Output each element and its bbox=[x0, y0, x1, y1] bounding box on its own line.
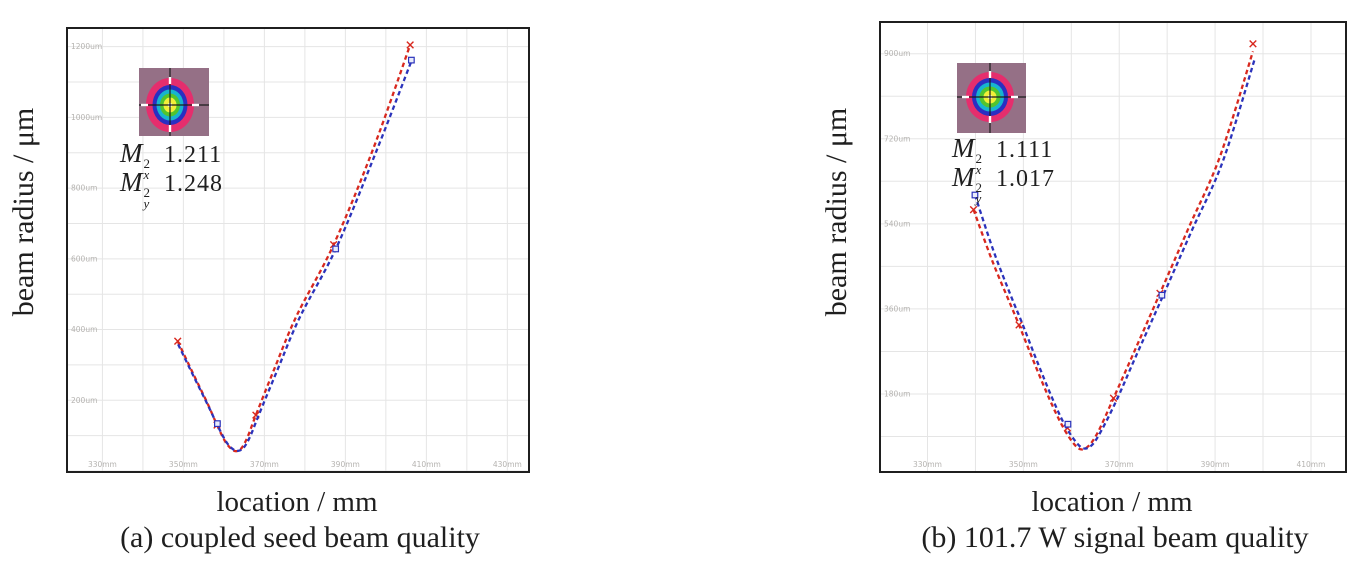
m2-subscript-y: y bbox=[975, 191, 982, 206]
m2-scripts: 2 x bbox=[143, 156, 151, 182]
m2-superscript: 2 bbox=[143, 156, 151, 171]
plot-area-a: 330mm 350mm 370mm 390mm 410mm 430mm 200um 400um… bbox=[66, 27, 530, 473]
m2x-line-b: M 2 x 1.111 bbox=[952, 133, 1055, 177]
beam-caustic-chart-a: 330mm 350mm 370mm 390mm 410mm 430mm 200um 400um… bbox=[68, 29, 528, 471]
figure-caption-b: (b) 101.7 W signal beam quality bbox=[921, 521, 1309, 554]
y-axis-label-b: beam radius / μm bbox=[820, 107, 853, 317]
beam-profile-image-a bbox=[139, 68, 209, 136]
svg-text:800um: 800um bbox=[71, 184, 97, 193]
m2-superscript: 2 bbox=[143, 185, 151, 200]
m2-scripts: 2 x bbox=[975, 151, 983, 177]
svg-text:410mm: 410mm bbox=[412, 460, 441, 469]
m2-superscript: 2 bbox=[975, 151, 983, 166]
m2-symbol: M bbox=[952, 162, 975, 192]
beam-caustic-chart-b: 330mm 350mm 370mm 390mm 410mm 180um 360um 540um… bbox=[881, 23, 1345, 471]
svg-text:410mm: 410mm bbox=[1296, 460, 1325, 469]
svg-text:400um: 400um bbox=[71, 325, 97, 334]
svg-text:370mm: 370mm bbox=[1105, 460, 1134, 469]
m2-symbol: M bbox=[120, 138, 143, 168]
m2-symbol: M bbox=[952, 133, 975, 163]
svg-text:540um: 540um bbox=[884, 219, 910, 228]
m2-symbol: M bbox=[120, 167, 143, 197]
svg-text:390mm: 390mm bbox=[1201, 460, 1230, 469]
x-axis-label-a: location / mm bbox=[216, 486, 378, 518]
y-axis-label-a: beam radius / μm bbox=[7, 107, 40, 317]
m2y-line-a: M 2 y 1.248 bbox=[120, 167, 223, 211]
plot-area-b: 330mm 350mm 370mm 390mm 410mm 180um 360um 540um… bbox=[879, 21, 1347, 473]
svg-text:350mm: 350mm bbox=[169, 460, 198, 469]
svg-text:330mm: 330mm bbox=[913, 460, 942, 469]
svg-text:430mm: 430mm bbox=[493, 460, 522, 469]
m2-subscript-x: x bbox=[143, 167, 150, 182]
m2x-value-b: 1.111 bbox=[996, 137, 1054, 163]
svg-text:390mm: 390mm bbox=[331, 460, 360, 469]
m2-scripts: 2 y bbox=[143, 185, 151, 211]
svg-text:600um: 600um bbox=[71, 254, 97, 263]
m2-subscript-x: x bbox=[975, 162, 982, 177]
svg-text:180um: 180um bbox=[884, 389, 910, 398]
svg-text:350mm: 350mm bbox=[1009, 460, 1038, 469]
svg-text:1200um: 1200um bbox=[71, 42, 102, 51]
figure-caption-a: (a) coupled seed beam quality bbox=[120, 521, 480, 554]
svg-text:900um: 900um bbox=[884, 49, 910, 58]
beam-profile-image-b bbox=[957, 63, 1026, 133]
svg-text:200um: 200um bbox=[71, 396, 97, 405]
m2-scripts: 2 y bbox=[975, 180, 983, 206]
svg-text:360um: 360um bbox=[884, 304, 910, 313]
svg-text:370mm: 370mm bbox=[250, 460, 279, 469]
m2-annotation-b: M 2 x 1.111 M 2 y 1.017 bbox=[952, 133, 1055, 206]
m2-superscript: 2 bbox=[975, 180, 983, 195]
m2-subscript-y: y bbox=[143, 196, 150, 211]
svg-text:1000um: 1000um bbox=[71, 113, 102, 122]
m2y-value-a: 1.248 bbox=[164, 171, 223, 197]
m2x-value-a: 1.211 bbox=[164, 142, 223, 168]
x-axis-label-b: location / mm bbox=[1031, 486, 1193, 518]
m2y-line-b: M 2 y 1.017 bbox=[952, 162, 1055, 206]
m2y-value-b: 1.017 bbox=[996, 166, 1055, 192]
svg-text:720um: 720um bbox=[884, 134, 910, 143]
m2-annotation-a: M 2 x 1.211 M 2 y 1.248 bbox=[120, 138, 223, 211]
m2x-line-a: M 2 x 1.211 bbox=[120, 138, 223, 182]
svg-text:330mm: 330mm bbox=[88, 460, 117, 469]
